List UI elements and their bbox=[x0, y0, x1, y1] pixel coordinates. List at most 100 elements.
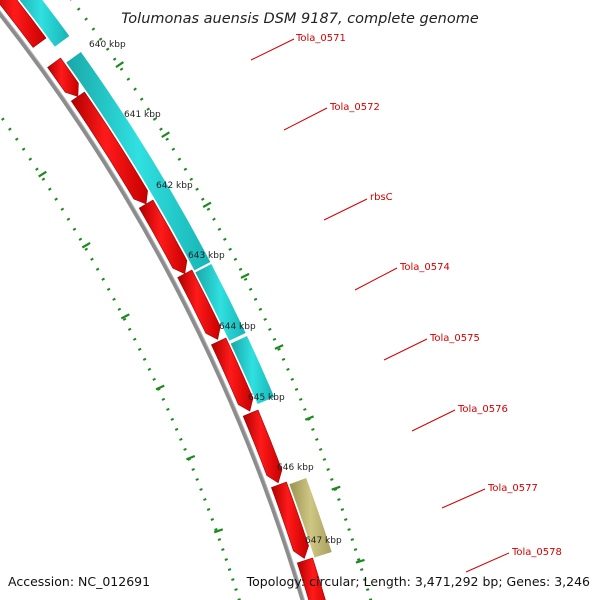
gene-label-tola-0574[interactable]: Tola_0574 bbox=[399, 262, 450, 273]
minor-tick bbox=[221, 548, 225, 551]
gene-label-tola-0576[interactable]: Tola_0576 bbox=[457, 404, 508, 415]
major-tick bbox=[331, 485, 341, 491]
major-tick bbox=[274, 344, 284, 350]
minor-tick bbox=[303, 407, 307, 411]
gene-label-tola-0577[interactable]: Tola_0577 bbox=[487, 483, 538, 494]
gene-label-tola-0575[interactable]: Tola_0575 bbox=[429, 333, 480, 344]
genome-summary: Topology: circular; Length: 3,471,292 bp… bbox=[246, 574, 590, 589]
minor-tick bbox=[106, 287, 111, 291]
cds-arrow bbox=[296, 557, 326, 600]
minor-tick bbox=[224, 558, 229, 561]
minor-tick bbox=[233, 257, 238, 261]
minor-tick bbox=[161, 397, 166, 401]
major-tick bbox=[186, 454, 196, 461]
top-fade bbox=[160, 0, 240, 30]
blast-hit-block bbox=[19, 0, 70, 47]
gene-label-rbsc[interactable]: rbsC bbox=[370, 192, 393, 203]
minor-tick bbox=[112, 57, 117, 61]
minor-tick bbox=[1, 117, 5, 121]
tick-label-642: 642 kbp bbox=[156, 181, 193, 191]
cds-track bbox=[0, 0, 326, 600]
tick-label-640: 640 kbp bbox=[89, 40, 126, 50]
major-tick bbox=[38, 170, 47, 178]
minor-tick bbox=[248, 287, 253, 291]
minor-tick bbox=[146, 107, 151, 111]
major-tick bbox=[202, 201, 212, 208]
gene-label-tola-0578[interactable]: Tola_0578 bbox=[511, 547, 562, 558]
minor-tick bbox=[101, 277, 105, 281]
major-tick bbox=[355, 558, 365, 564]
minor-tick bbox=[191, 467, 195, 471]
minor-tick bbox=[344, 518, 348, 521]
minor-tick bbox=[294, 387, 299, 391]
major-tick bbox=[81, 242, 91, 249]
blast-hit-block bbox=[289, 478, 332, 558]
minor-tick bbox=[298, 397, 303, 401]
minor-tick bbox=[217, 538, 222, 541]
blast-hit-block bbox=[230, 336, 275, 404]
minor-tick bbox=[142, 357, 147, 361]
cds-arrow bbox=[70, 91, 148, 205]
cds-arrow bbox=[47, 57, 79, 97]
minor-tick bbox=[76, 7, 81, 11]
gene-label-tola-0572[interactable]: Tola_0572 bbox=[329, 102, 380, 113]
minor-tick bbox=[133, 87, 137, 91]
minor-tick bbox=[206, 508, 211, 511]
minor-tick bbox=[66, 217, 71, 221]
minor-tick bbox=[127, 327, 132, 331]
minor-tick bbox=[84, 17, 88, 21]
minor-tick bbox=[132, 337, 137, 341]
gene-leaders bbox=[250, 38, 510, 573]
minor-tick bbox=[84, 247, 89, 251]
minor-tick bbox=[360, 568, 364, 571]
organism-title: Tolumonas auensis DSM 9187, complete gen… bbox=[121, 11, 479, 27]
blast-track bbox=[19, 0, 332, 558]
minor-tick bbox=[330, 478, 334, 481]
minor-tick bbox=[95, 267, 100, 271]
minor-tick bbox=[177, 157, 182, 161]
gene-label-tola-0571[interactable]: Tola_0571 bbox=[295, 33, 346, 44]
minor-tick bbox=[159, 127, 163, 131]
tick-label-641: 641 kbp bbox=[124, 110, 161, 120]
minor-tick bbox=[281, 357, 286, 361]
blast-hit-block bbox=[195, 264, 246, 341]
gene-leader-line bbox=[383, 338, 428, 361]
minor-tick bbox=[15, 137, 19, 141]
minor-tick bbox=[286, 367, 290, 371]
minor-tick bbox=[238, 267, 243, 271]
cds-arrow bbox=[242, 409, 283, 484]
minor-tick bbox=[54, 197, 58, 201]
tick-label-645: 645 kbp bbox=[248, 393, 285, 403]
minor-tick bbox=[166, 407, 170, 411]
minor-tick bbox=[122, 317, 127, 321]
minor-tick bbox=[152, 377, 156, 381]
minor-tick bbox=[311, 427, 315, 431]
minor-tick bbox=[272, 337, 277, 341]
backbone bbox=[0, 10, 305, 600]
minor-tick bbox=[353, 548, 358, 551]
minor-tick bbox=[72, 227, 77, 231]
minor-tick bbox=[263, 317, 267, 321]
gene-leader-line bbox=[354, 267, 398, 291]
minor-tick bbox=[139, 97, 144, 101]
tick-label-643: 643 kbp bbox=[188, 251, 225, 261]
gene-leader-line bbox=[283, 107, 328, 131]
minor-tick bbox=[98, 37, 103, 41]
minor-tick bbox=[290, 377, 295, 381]
major-tick bbox=[240, 272, 250, 279]
minor-tick bbox=[28, 157, 33, 161]
minor-tick bbox=[212, 217, 216, 221]
bottom-fade bbox=[380, 566, 470, 600]
major-tick bbox=[115, 61, 124, 69]
minor-tick bbox=[48, 187, 52, 191]
minor-tick bbox=[179, 437, 183, 441]
gene-leader-line bbox=[441, 488, 486, 509]
minor-tick bbox=[277, 347, 281, 351]
minor-tick bbox=[41, 177, 46, 181]
minor-tick bbox=[217, 227, 222, 231]
minor-tick bbox=[337, 498, 341, 501]
cds-arrow bbox=[177, 269, 221, 340]
minor-tick bbox=[171, 147, 176, 151]
minor-tick bbox=[119, 67, 124, 71]
